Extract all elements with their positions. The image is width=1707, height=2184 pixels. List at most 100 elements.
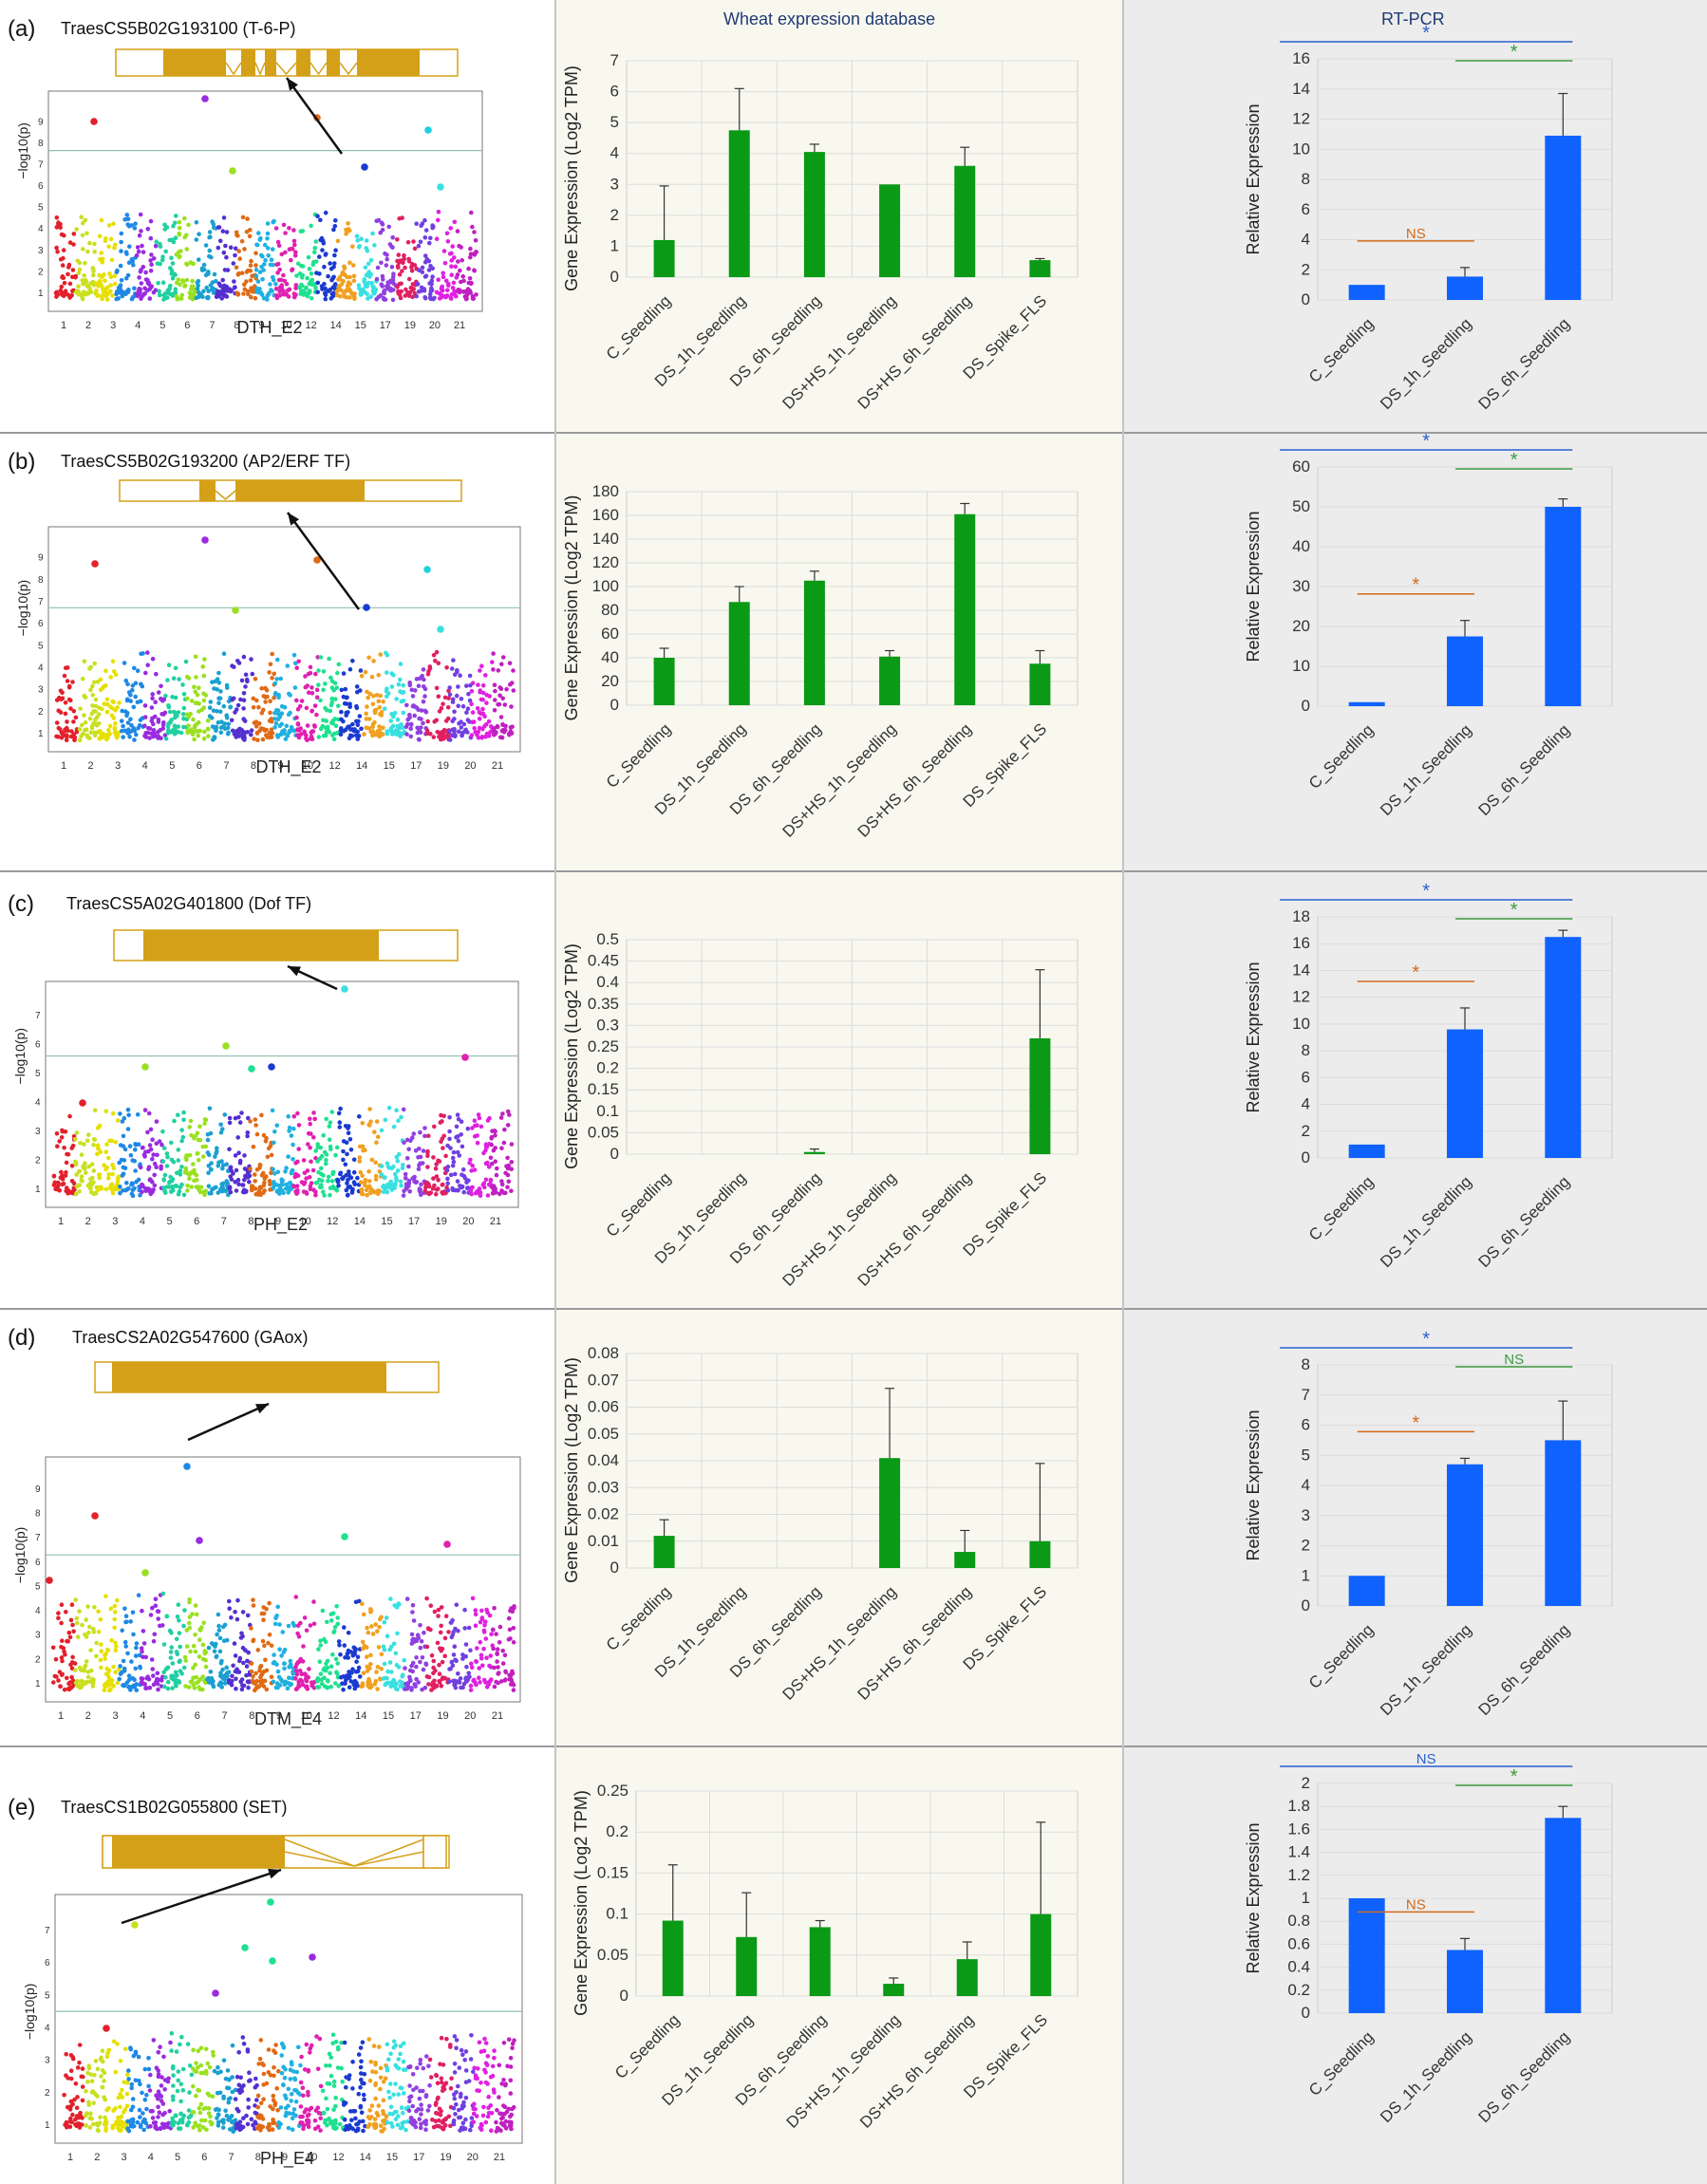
snp-point: [385, 694, 389, 700]
snp-point: [197, 257, 201, 262]
snp-point: [195, 692, 200, 698]
snp-point: [103, 1594, 108, 1598]
snp-point: [57, 695, 62, 700]
snp-point: [159, 2075, 164, 2080]
snp-point: [180, 1134, 186, 1140]
snp-point: [271, 277, 276, 283]
snp-point: [62, 2092, 66, 2098]
manhattan-x-tick: 19: [438, 760, 449, 772]
snp-point: [59, 232, 65, 237]
y-axis-label: Relative Expression: [1244, 511, 1263, 662]
snp-point: [375, 1665, 381, 1670]
snp-point: [418, 676, 422, 681]
snp-point: [183, 659, 189, 664]
snp-point: [440, 288, 445, 293]
snp-point: [214, 1151, 218, 1156]
snp-point: [187, 1176, 192, 1182]
snp-point: [273, 287, 279, 291]
snp-point: [272, 218, 276, 224]
snp-point: [438, 1646, 442, 1651]
snp-point: [334, 1145, 340, 1150]
snp-point: [65, 733, 69, 737]
y-tick-label: 0: [610, 696, 619, 714]
snp-point: [109, 1182, 115, 1186]
snp-point: [206, 1645, 212, 1651]
top-snp-point: [437, 183, 444, 191]
snp-point: [441, 274, 446, 280]
snp-point: [276, 1674, 282, 1680]
snp-point: [149, 252, 154, 257]
snp-point: [228, 1165, 234, 1170]
snp-point: [126, 1685, 131, 1689]
snp-point: [451, 280, 457, 286]
snp-point: [385, 652, 390, 658]
snp-point: [99, 283, 103, 288]
top-snp-point: [268, 1063, 275, 1071]
snp-point: [308, 664, 313, 670]
snp-point: [317, 271, 322, 276]
manhattan-y-label: −log10(p): [12, 1527, 28, 1584]
snp-point: [446, 283, 451, 289]
snp-point: [183, 1166, 189, 1171]
snp-point: [436, 1186, 441, 1191]
snp-point: [298, 288, 304, 293]
snp-point: [338, 1106, 343, 1111]
snp-point: [117, 2128, 122, 2133]
utr-box: [422, 1835, 447, 1869]
snp-point: [106, 1172, 111, 1177]
snp-point: [356, 1665, 362, 1671]
manhattan-x-tick: 14: [356, 760, 367, 772]
snp-point: [154, 1141, 159, 1147]
snp-point: [407, 1668, 413, 1673]
snp-point: [65, 1638, 69, 1644]
snp-point: [100, 735, 105, 740]
snp-point: [191, 1666, 196, 1671]
snp-point: [202, 2118, 208, 2123]
snp-point: [188, 711, 193, 717]
snp-point: [259, 710, 265, 716]
snp-point: [467, 276, 473, 281]
snp-point: [512, 1605, 516, 1611]
snp-point: [158, 2125, 163, 2131]
snp-point: [120, 1173, 125, 1178]
snp-point: [419, 223, 423, 228]
snp-point: [497, 1640, 502, 1645]
snp-point: [134, 252, 140, 258]
snp-point: [200, 1642, 206, 1648]
snp-point: [134, 1645, 139, 1651]
snp-point: [338, 732, 344, 737]
snp-point: [403, 1687, 407, 1691]
snp-point: [482, 1622, 487, 1628]
snp-point: [277, 714, 283, 719]
snp-point: [493, 1159, 497, 1164]
snp-point: [500, 1661, 506, 1666]
snp-point: [390, 234, 396, 240]
snp-point: [251, 1597, 255, 1602]
snp-point: [375, 1134, 381, 1140]
snp-point: [70, 2055, 75, 2060]
snp-point: [347, 280, 351, 286]
snp-point: [342, 1625, 347, 1630]
snp-point: [408, 734, 414, 739]
snp-point: [310, 709, 314, 714]
snp-point: [460, 257, 465, 263]
snp-point: [206, 2106, 212, 2111]
snp-point: [499, 1179, 504, 1184]
snp-point: [244, 677, 250, 682]
snp-point: [215, 2106, 219, 2112]
snp-point: [293, 1676, 298, 1681]
snp-point: [233, 1153, 238, 1158]
snp-point: [147, 1143, 153, 1148]
snp-point: [138, 718, 143, 722]
snp-point: [67, 1634, 73, 1640]
snp-point: [456, 729, 461, 735]
snp-point: [237, 1120, 243, 1125]
top-snp-point: [201, 95, 209, 103]
snp-point: [197, 1187, 201, 1192]
snp-point: [464, 1664, 469, 1670]
snp-point: [119, 728, 124, 734]
snp-point: [346, 724, 350, 730]
snp-point: [374, 707, 379, 713]
snp-point: [223, 287, 228, 292]
snp-point: [162, 1172, 168, 1178]
